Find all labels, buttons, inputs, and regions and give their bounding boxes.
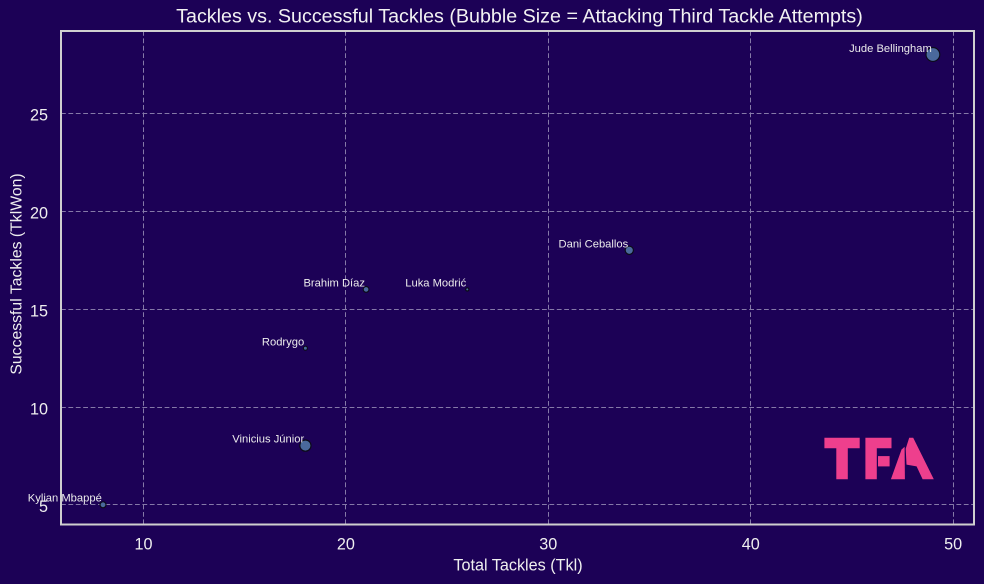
svg-text:Tackles vs. Successful Tackles: Tackles vs. Successful Tackles (Bubble S… [176,6,863,28]
svg-text:Dani Ceballos: Dani Ceballos [559,238,629,250]
svg-text:40: 40 [742,536,760,554]
svg-text:Vinicius Júnior: Vinicius Júnior [232,433,304,445]
svg-text:Jude Bellingham: Jude Bellingham [849,43,932,55]
svg-text:Brahim Díaz: Brahim Díaz [303,277,365,289]
svg-text:10: 10 [30,400,48,418]
svg-text:Rodrygo: Rodrygo [262,336,304,348]
svg-text:Total Tackles (Tkl): Total Tackles (Tkl) [453,557,582,575]
svg-text:20: 20 [337,536,355,554]
svg-text:30: 30 [539,536,557,554]
svg-text:20: 20 [30,205,48,223]
svg-text:5: 5 [39,498,48,516]
svg-text:Kylian Mbappé: Kylian Mbappé [28,493,102,505]
svg-text:50: 50 [944,536,962,554]
svg-text:10: 10 [134,536,152,554]
svg-text:Luka Modrić: Luka Modrić [405,278,466,290]
svg-text:25: 25 [30,107,48,125]
svg-text:Successful Tackles (TklWon): Successful Tackles (TklWon) [9,173,26,374]
svg-text:15: 15 [30,302,48,320]
